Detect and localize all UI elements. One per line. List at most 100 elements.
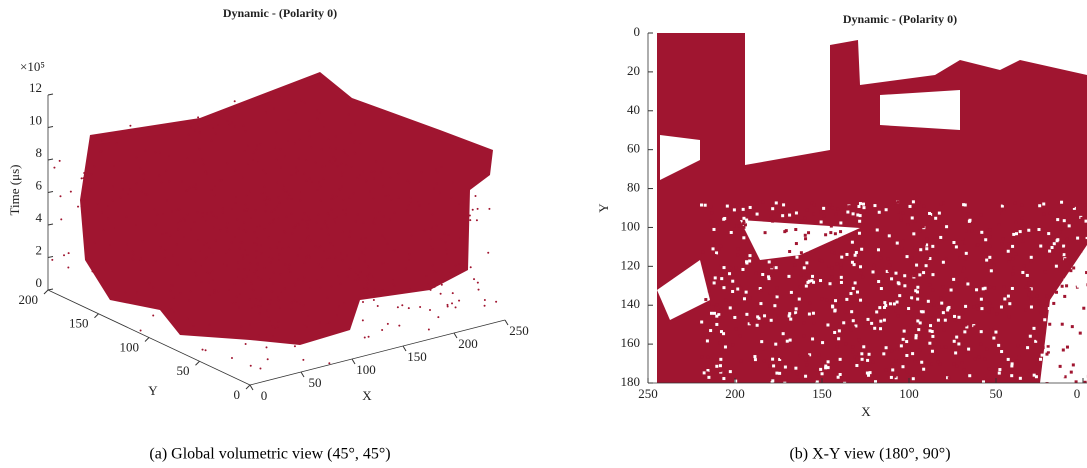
event-dot	[746, 276, 749, 279]
event-dot	[788, 364, 791, 367]
event-dot	[321, 166, 323, 168]
event-dot	[990, 269, 993, 272]
event-dot	[177, 222, 179, 224]
event-dot	[1007, 295, 1010, 298]
event-dot	[190, 258, 192, 260]
event-dot	[299, 191, 301, 193]
event-dot	[91, 173, 93, 175]
event-dot	[262, 169, 264, 171]
event-dot	[295, 112, 297, 114]
event-dot	[161, 233, 163, 235]
event-dot	[931, 289, 934, 292]
event-dot	[857, 353, 860, 356]
event-dot	[294, 142, 296, 144]
event-dot	[139, 167, 141, 169]
event-dot	[959, 256, 962, 259]
event-dot	[333, 212, 335, 214]
event-dot	[241, 241, 243, 243]
event-dot	[1028, 288, 1031, 291]
event-dot	[963, 330, 966, 333]
event-dot	[714, 276, 717, 279]
event-dot	[820, 297, 823, 300]
event-dot	[136, 157, 138, 159]
event-dot	[226, 120, 228, 122]
event-dot	[332, 162, 334, 164]
event-dot	[776, 295, 779, 298]
event-dot	[272, 221, 274, 223]
event-dot	[81, 177, 83, 179]
event-dot	[345, 213, 347, 215]
event-dot	[763, 360, 766, 363]
event-dot	[234, 126, 236, 128]
event-dot	[768, 260, 771, 263]
event-dot	[278, 241, 280, 243]
event-dot	[495, 301, 497, 303]
event-dot	[178, 209, 180, 211]
event-dot	[428, 203, 430, 205]
event-dot	[205, 220, 207, 222]
event-dot	[855, 357, 858, 360]
event-dot	[423, 230, 425, 232]
event-dot	[836, 279, 839, 282]
event-dot	[143, 178, 145, 180]
event-dot	[866, 210, 869, 213]
event-dot	[956, 284, 959, 287]
event-dot	[1042, 213, 1045, 216]
event-dot	[713, 281, 716, 284]
event-dot	[284, 155, 286, 157]
event-dot	[277, 296, 279, 298]
event-dot	[908, 299, 911, 302]
event-dot	[320, 200, 322, 202]
event-dot	[270, 299, 272, 301]
event-dot	[354, 279, 356, 281]
event-dot	[405, 267, 407, 269]
y-tick-label: 180	[621, 374, 641, 389]
event-dot	[931, 245, 934, 248]
event-dot	[254, 305, 256, 307]
event-dot	[914, 360, 917, 363]
event-dot	[817, 226, 820, 229]
event-dot	[953, 340, 956, 343]
z-tick-label: 2	[36, 242, 43, 257]
event-dot	[464, 236, 466, 238]
event-dot	[881, 209, 884, 212]
event-dot	[1045, 353, 1048, 356]
event-dot	[839, 230, 842, 233]
event-dot	[710, 312, 713, 315]
event-dot	[976, 243, 979, 246]
event-dot	[286, 190, 288, 192]
event-dot	[289, 271, 291, 273]
event-dot	[749, 297, 752, 300]
event-dot	[887, 257, 890, 260]
event-dot	[719, 245, 722, 248]
y-tick-label: 0	[234, 387, 241, 402]
event-dot	[961, 270, 964, 273]
event-dot	[234, 236, 236, 238]
event-dot	[984, 231, 987, 234]
event-dot	[303, 262, 305, 264]
event-dot	[849, 362, 852, 365]
event-dot	[756, 202, 759, 205]
event-dot	[410, 201, 412, 203]
event-dot	[280, 148, 282, 150]
event-dot	[835, 262, 838, 265]
event-dot	[918, 270, 921, 273]
event-dot	[932, 316, 935, 319]
event-dot	[1018, 355, 1021, 358]
event-dot	[320, 245, 322, 247]
event-dot	[183, 217, 185, 219]
event-dot	[320, 185, 322, 187]
event-dot	[934, 217, 937, 220]
event-dot	[259, 312, 261, 314]
event-dot	[215, 240, 217, 242]
event-dot	[831, 267, 834, 270]
event-dot	[226, 231, 228, 233]
event-dot	[334, 160, 336, 162]
event-dot	[737, 247, 740, 250]
event-dot	[965, 351, 968, 354]
event-dot	[989, 228, 992, 231]
event-dot	[384, 160, 386, 162]
event-dot	[271, 291, 273, 293]
event-dot	[328, 322, 330, 324]
event-dot	[1020, 204, 1023, 207]
